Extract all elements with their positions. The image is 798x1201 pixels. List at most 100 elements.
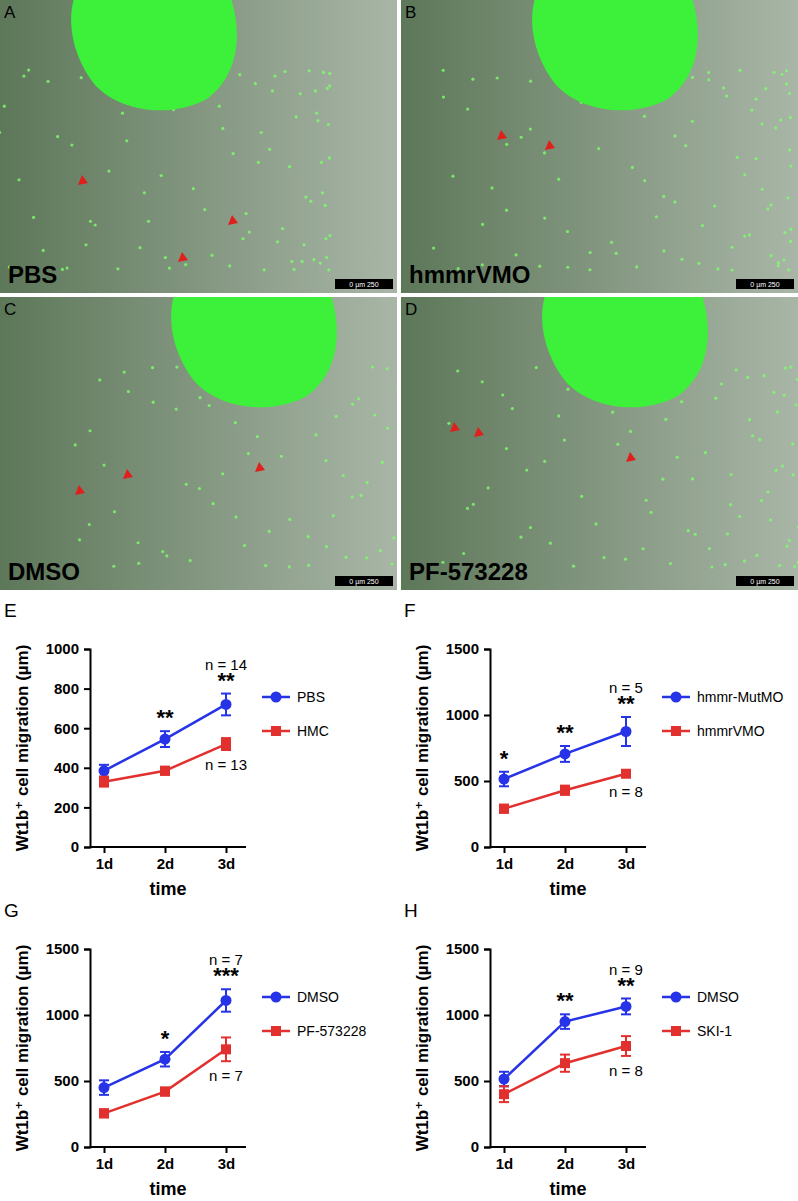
y-tick-mark: [484, 1081, 490, 1083]
cell: [755, 98, 758, 101]
cell: [136, 541, 139, 544]
cell: [643, 179, 646, 182]
legend-label: PF-573228: [297, 1023, 366, 1039]
cell: [397, 371, 398, 374]
explant: [542, 297, 708, 407]
cell: [766, 490, 769, 493]
y-tick-mark: [484, 1147, 490, 1149]
series-line: [504, 774, 626, 809]
cell: [791, 442, 794, 445]
explant: [171, 297, 337, 407]
chart-letter: E: [4, 600, 17, 621]
cell: [203, 208, 206, 211]
arrowhead: [123, 469, 133, 479]
cell: [789, 116, 792, 119]
legend-marker: [271, 1026, 281, 1036]
y-axis-title: Wt1b⁺ cell migration (µm): [13, 645, 32, 852]
error-bar-cap: [499, 1085, 509, 1087]
cell: [661, 478, 664, 481]
cell: [788, 92, 791, 95]
y-tick-mark: [84, 649, 90, 651]
cell: [125, 139, 128, 142]
panel-label: PBS: [8, 261, 57, 288]
cell: [736, 156, 739, 159]
error-bar-cap: [560, 1071, 570, 1073]
cell: [315, 112, 318, 115]
cell: [772, 391, 775, 394]
data-point: [99, 777, 109, 787]
cell: [664, 418, 667, 421]
cell: [796, 561, 798, 564]
x-tick-label: 1d: [96, 1155, 114, 1172]
error-bar-cap: [221, 988, 231, 990]
cell: [543, 460, 546, 463]
x-axis-title: time: [149, 1179, 186, 1199]
y-tick-label: 500: [454, 772, 479, 789]
scale-bar-label: 0 µm 250: [750, 578, 779, 586]
cell: [784, 367, 787, 370]
x-tick-label: 3d: [618, 1155, 636, 1172]
cell: [783, 231, 786, 234]
error-bar-cap: [499, 1101, 509, 1103]
cell: [746, 376, 749, 379]
arrowhead: [228, 215, 238, 225]
x-tick-label: 1d: [496, 1155, 514, 1172]
cell: [316, 119, 319, 122]
y-tick: 1000: [446, 1006, 490, 1023]
data-point: [621, 1041, 631, 1051]
cell: [708, 547, 711, 550]
cell: [755, 554, 758, 557]
cell: [566, 388, 569, 391]
cell: [779, 118, 782, 121]
cell: [61, 268, 64, 271]
y-tick-label: 200: [54, 799, 79, 816]
x-tick: 1d: [496, 847, 514, 872]
cell: [113, 510, 116, 513]
cell: [635, 265, 638, 268]
y-tick-mark: [84, 807, 90, 809]
cell: [557, 414, 560, 417]
data-point: [621, 769, 631, 779]
cell: [301, 260, 304, 263]
x-axis-title: time: [549, 879, 586, 899]
cell: [529, 80, 532, 83]
scale-bar: [736, 576, 794, 586]
chart-letter: F: [404, 600, 416, 621]
data-point: [621, 1001, 632, 1012]
y-tick: 1500: [446, 940, 490, 957]
legend-entry: DMSO: [262, 989, 339, 1005]
x-tick: 3d: [618, 847, 636, 872]
cell: [328, 156, 331, 159]
chart-letter: H: [404, 900, 418, 921]
cell: [175, 365, 178, 368]
y-tick-label: 1000: [446, 1006, 479, 1023]
data-point: [621, 726, 632, 737]
cell: [641, 547, 644, 550]
y-axis-line: [484, 950, 491, 1148]
legend-marker: [271, 992, 282, 1003]
cell: [735, 368, 738, 371]
cell: [396, 386, 397, 389]
cell: [680, 258, 683, 261]
y-tick-label: 500: [454, 1072, 479, 1089]
cell: [390, 562, 393, 565]
cell: [481, 223, 484, 226]
x-tick-mark: [104, 1147, 106, 1153]
cell: [208, 404, 211, 407]
chart: H0500100015001d2d3dWt1b⁺ cell migration …: [404, 900, 739, 1199]
data-point: [99, 1108, 109, 1118]
x-tick-mark: [226, 1147, 228, 1153]
cell: [321, 191, 324, 194]
cell: [221, 127, 224, 130]
series-line: [104, 1049, 226, 1113]
cell: [234, 515, 237, 518]
cell: [676, 456, 679, 459]
figure: APBS0 µm 250BhmmrVMO0 µm 250CDMSO0 µm 25…: [0, 0, 798, 1201]
cell: [447, 422, 450, 425]
arrowhead: [545, 140, 555, 150]
arrowhead: [75, 485, 85, 495]
cell: [754, 157, 757, 160]
legend-marker: [671, 692, 682, 703]
cell: [777, 261, 780, 264]
cell: [280, 455, 283, 458]
